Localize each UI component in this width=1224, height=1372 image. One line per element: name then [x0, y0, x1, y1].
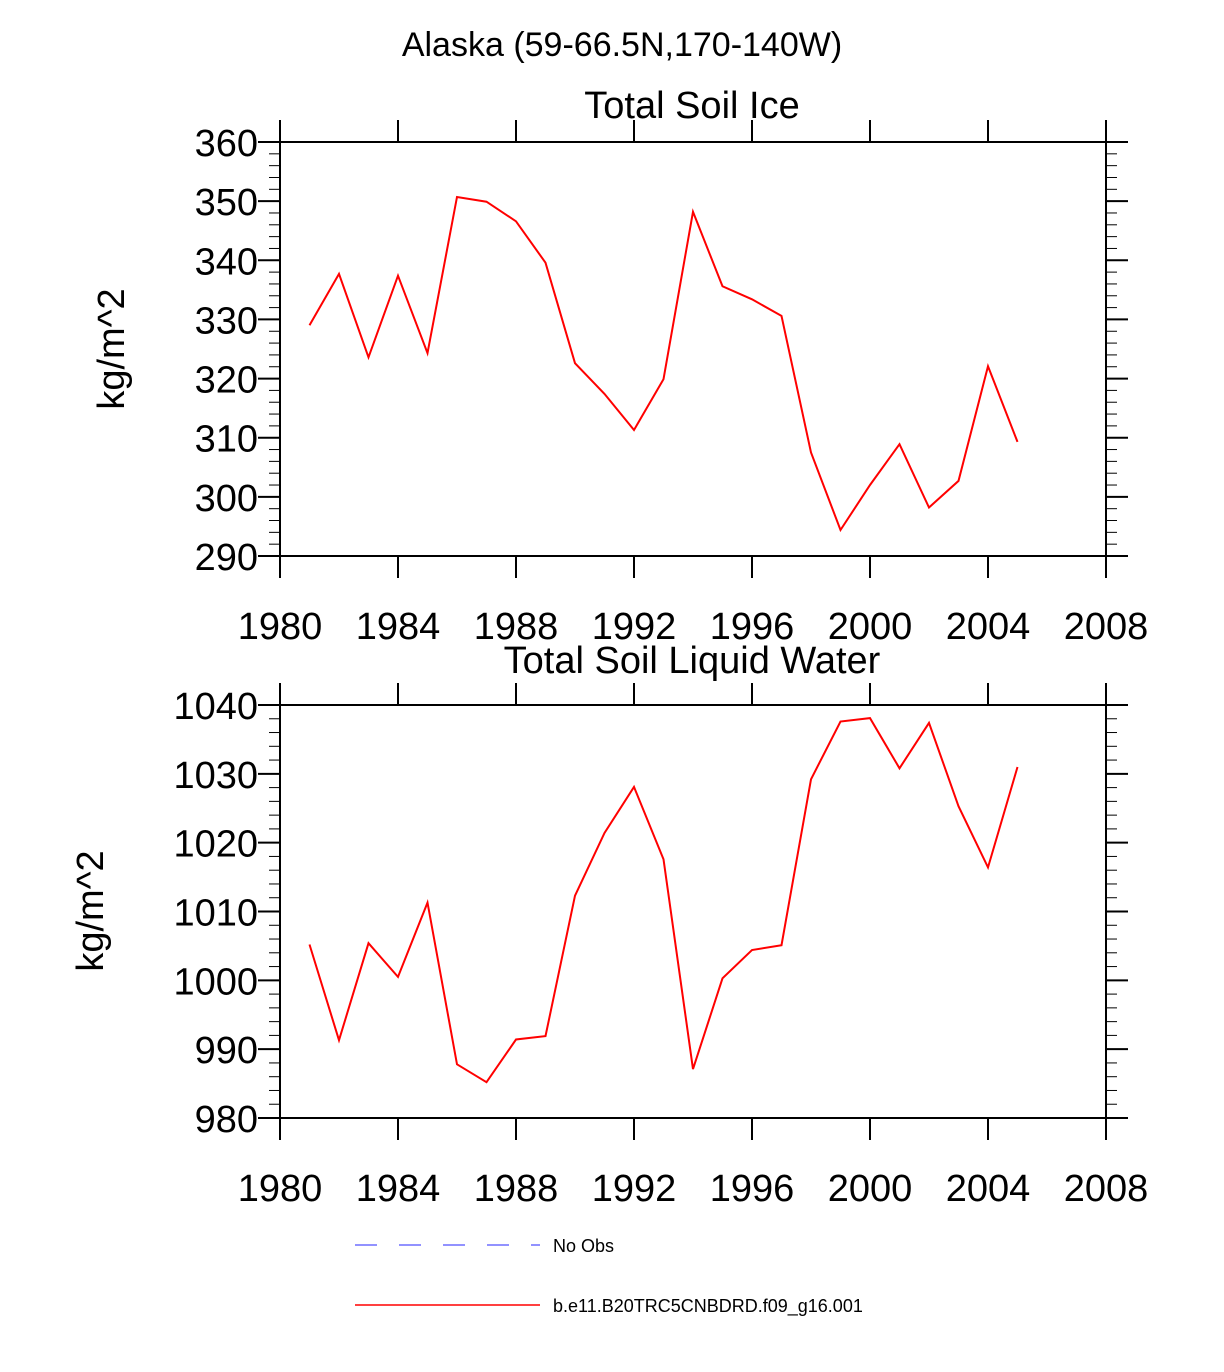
soil-ice-ylabel: kg/m^2 — [91, 288, 133, 409]
soil-ice-tick-labels: 1980 1984 1988 1992 1996 2000 2004 2008 290 300 31… — [195, 123, 1149, 648]
soil-ice-ytick-label-340: 340 — [195, 241, 258, 283]
legend-obs-label: No Obs — [553, 1236, 614, 1256]
soil-liquid-water-ytick-label-1000: 1000 — [173, 961, 258, 1003]
soil-liquid-water-xtick-label-2008: 2008 — [1064, 1168, 1149, 1210]
soil-ice-ytick-label-310: 310 — [195, 419, 258, 461]
soil-liquid-water-xtick-label-1988: 1988 — [474, 1168, 559, 1210]
soil-ice-ticks — [258, 120, 1128, 578]
soil-ice-xtick-label-1996: 1996 — [710, 606, 795, 648]
soil-liquid-water-title: Total Soil Liquid Water — [504, 640, 881, 682]
soil-ice-xtick-label-1984: 1984 — [356, 606, 441, 648]
soil-liquid-water-xtick-label-1980: 1980 — [238, 1168, 323, 1210]
soil-ice-ytick-label-290: 290 — [195, 537, 258, 579]
soil-liquid-water-xtick-label-1984: 1984 — [356, 1168, 441, 1210]
soil-liquid-water-ytick-label-1020: 1020 — [173, 824, 258, 866]
soil-ice-xtick-label-2008: 2008 — [1064, 606, 1149, 648]
soil-liquid-water-series — [308, 717, 1019, 1084]
soil-ice-xtick-label-1992: 1992 — [592, 606, 677, 648]
soil-ice-title: Total Soil Ice — [584, 85, 799, 127]
soil-liquid-water-xtick-label-1996: 1996 — [710, 1168, 795, 1210]
soil-ice-series-line-0 — [308, 195, 1019, 533]
soil-ice-xtick-label-1980: 1980 — [238, 606, 323, 648]
soil-ice-ytick-label-300: 300 — [195, 478, 258, 520]
soil-liquid-water-xtick-label-1992: 1992 — [592, 1168, 677, 1210]
legend-model-label: b.e11.B20TRC5CNBDRD.f09_g16.001 — [553, 1296, 863, 1317]
figure-title: Alaska (59-66.5N,170-140W) — [402, 26, 842, 64]
soil-liquid-water-ytick-label-990: 990 — [195, 1030, 258, 1072]
soil-liquid-water-xtick-label-2004: 2004 — [946, 1168, 1031, 1210]
soil-liquid-water-panel: Total Soil Liquid Water kg/m^2 1980 1984 1… — [70, 640, 1148, 1210]
soil-liquid-water-plot-frame — [279, 704, 1107, 1119]
soil-ice-ytick-label-360: 360 — [195, 123, 258, 165]
soil-ice-ytick-label-320: 320 — [195, 360, 258, 402]
soil-ice-xtick-label-2004: 2004 — [946, 606, 1031, 648]
soil-ice-xtick-label-1988: 1988 — [474, 606, 559, 648]
soil-liquid-water-ylabel: kg/m^2 — [70, 850, 112, 971]
soil-ice-series — [308, 195, 1019, 533]
soil-liquid-water-tick-labels: 1980 1984 1988 1992 1996 2000 2004 2008 980 990 10… — [173, 686, 1148, 1210]
soil-ice-xtick-label-2000: 2000 — [828, 606, 913, 648]
soil-liquid-water-series-line-0 — [308, 717, 1019, 1084]
legend: No Obs b.e11.B20TRC5CNBDRD.f09_g16.001 — [355, 1236, 863, 1317]
soil-liquid-water-ytick-label-1030: 1030 — [173, 755, 258, 797]
soil-ice-ytick-label-330: 330 — [195, 300, 258, 342]
soil-ice-plot-frame — [279, 141, 1107, 557]
soil-liquid-water-ytick-label-980: 980 — [195, 1099, 258, 1141]
soil-ice-panel: Total Soil Ice kg/m^2 1980 1984 1988 1992 19… — [91, 85, 1148, 648]
soil-liquid-water-xtick-label-2000: 2000 — [828, 1168, 913, 1210]
soil-liquid-water-ytick-label-1010: 1010 — [173, 893, 258, 935]
soil-liquid-water-ticks — [258, 683, 1128, 1140]
soil-liquid-water-ytick-label-1040: 1040 — [173, 686, 258, 728]
soil-ice-ytick-label-350: 350 — [195, 182, 258, 224]
